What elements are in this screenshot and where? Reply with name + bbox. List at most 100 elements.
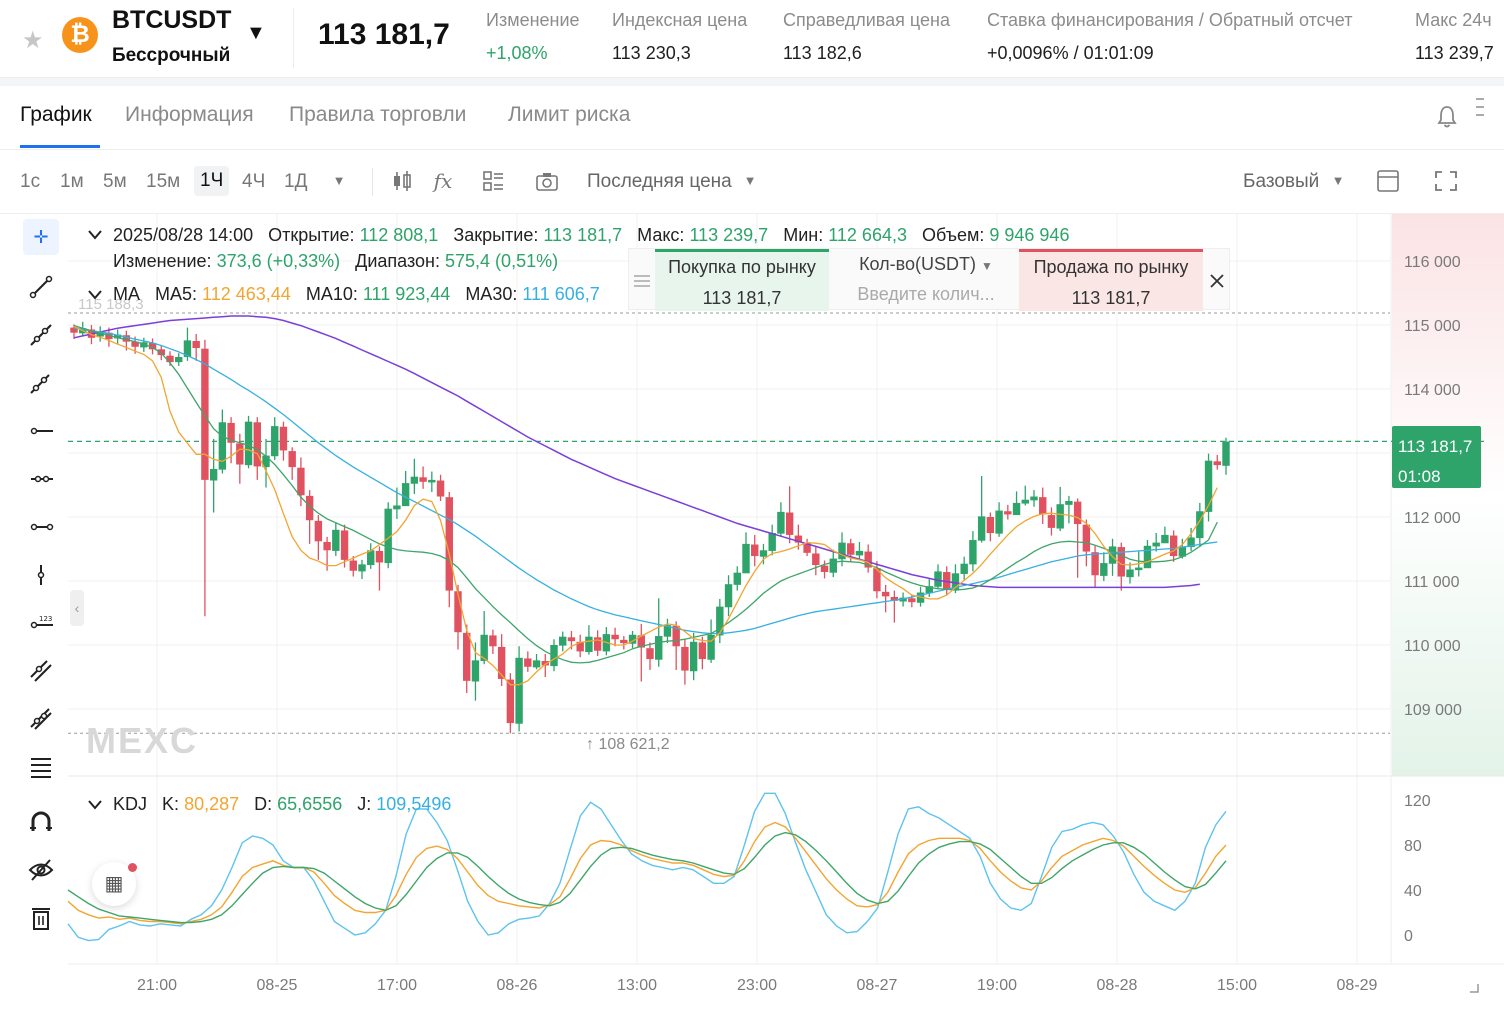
candle-body	[777, 511, 785, 534]
stat-fair-value: 113 182,6	[783, 43, 862, 63]
candle-body	[1012, 502, 1021, 516]
mexc-watermark: MEXC	[86, 720, 199, 761]
candle-body	[288, 451, 296, 468]
hide-drawings-eye-icon[interactable]	[28, 857, 54, 883]
symbol-name[interactable]: BTCUSDT	[112, 6, 232, 34]
stat-fair-label: Справедливая цена	[783, 10, 950, 30]
legend-change-value: 373,6 (+0,33%)	[216, 251, 341, 271]
trend-line-tool-icon[interactable]	[29, 275, 53, 299]
favorite-star-icon[interactable]: ★	[22, 27, 44, 54]
candle-type-icon[interactable]	[392, 169, 414, 193]
kdj-d-value: 65,6556	[277, 794, 343, 814]
timeframe-1h[interactable]: 1Ч	[194, 166, 230, 196]
pitchfork-tool-icon[interactable]	[29, 707, 53, 731]
candle-body	[227, 422, 235, 443]
time-axis-label: 23:00	[737, 977, 777, 994]
candle-body	[934, 571, 942, 587]
divider	[372, 168, 373, 196]
candle-body	[489, 635, 497, 647]
timeframe-15m[interactable]: 15м	[146, 171, 181, 192]
legend-close-value: 113 181,7	[543, 225, 623, 245]
quantity-input-placeholder[interactable]: Введите колич...	[857, 284, 995, 304]
vertical-line-tool-icon[interactable]	[29, 563, 53, 587]
tab-risk-limit[interactable]: Лимит риска	[508, 103, 631, 126]
candle-body	[401, 483, 410, 507]
time-axis-label: 08-29	[1337, 977, 1378, 994]
ma-collapse-chevron-icon[interactable]	[86, 288, 104, 302]
view-chevron-icon[interactable]: ▼	[1331, 173, 1345, 188]
legend-collapse-chevron-icon[interactable]	[86, 228, 104, 242]
trash-icon[interactable]	[30, 905, 52, 931]
legend-volume-value: 9 946 946	[989, 225, 1070, 245]
candle-body	[829, 558, 837, 573]
close-icon[interactable]	[1209, 273, 1225, 289]
candle-body	[794, 535, 803, 543]
extended-line-tool-icon[interactable]	[29, 371, 53, 395]
candle-body	[393, 505, 401, 510]
menu-handle-icon[interactable]	[1474, 96, 1486, 126]
quantity-field[interactable]: Кол-во(USDT) ▼ Введите колич...	[841, 249, 1011, 311]
magnet-icon[interactable]	[29, 809, 53, 835]
candle-body	[698, 642, 707, 660]
candle-body	[1047, 515, 1056, 528]
candle-body	[297, 467, 305, 496]
candle-body	[637, 635, 645, 648]
horizontal-ray-tool-icon[interactable]	[29, 419, 55, 443]
legend-open-value: 112 808,1	[359, 225, 439, 245]
candle-body	[1004, 511, 1012, 515]
ray-tool-icon[interactable]	[29, 323, 53, 347]
kdj-collapse-chevron-icon[interactable]	[86, 798, 104, 812]
resize-handle-icon[interactable]	[1468, 982, 1480, 994]
ma10-value: 111 923,44	[362, 284, 451, 304]
quantity-unit-select[interactable]: Кол-во(USDT) ▼	[841, 254, 1011, 275]
price-type-select[interactable]: Последняя цена	[587, 171, 732, 192]
bell-icon[interactable]	[1436, 104, 1458, 128]
timeframe-1d[interactable]: 1Д	[284, 171, 308, 192]
fibonacci-tool-icon[interactable]	[29, 755, 53, 779]
legend-close-label: Закрытие:	[453, 225, 539, 245]
timeframe-more-chevron-icon[interactable]: ▼	[332, 173, 346, 188]
candle-body	[995, 510, 1003, 534]
legend-low-label: Мин:	[783, 225, 824, 245]
fullscreen-icon[interactable]	[1434, 170, 1458, 192]
active-tab-underline	[20, 145, 100, 148]
camera-icon[interactable]	[535, 170, 559, 192]
tab-trading-rules[interactable]: Правила торговли	[289, 103, 467, 126]
bitcoin-logo-icon: ₿	[62, 17, 98, 53]
price-line-tool-icon[interactable]: 123	[29, 611, 55, 635]
candle-body	[1169, 535, 1178, 557]
candle-body	[367, 550, 375, 565]
price-axis-label: 114 000	[1404, 382, 1461, 399]
layout-window-icon[interactable]	[1376, 169, 1400, 193]
templates-icon[interactable]	[482, 170, 504, 192]
market-sell-button[interactable]: Продажа по рынку 113 181,7	[1019, 249, 1203, 311]
legend-high-value: 113 239,7	[689, 225, 769, 245]
candle-body	[1100, 563, 1108, 576]
horizontal-line-tool-icon[interactable]	[29, 467, 55, 491]
parallel-channel-tool-icon[interactable]	[29, 659, 53, 683]
price-type-chevron-icon[interactable]: ▼	[743, 173, 757, 188]
tab-chart[interactable]: График	[20, 103, 92, 126]
drag-handle-icon[interactable]	[633, 273, 651, 287]
crosshair-tool-icon[interactable]: ✛	[23, 219, 59, 255]
candle-body	[201, 348, 209, 480]
timeframe-1s[interactable]: 1с	[20, 171, 41, 192]
stat-funding-label: Ставка финансирования / Обратный отсчет	[987, 10, 1353, 30]
candle-body	[218, 422, 227, 470]
collapse-toolbar-chevron-icon[interactable]: ‹	[70, 590, 84, 626]
price-chart[interactable]: 116 000 115 000 114 000 112 000 111 000 110 0…	[0, 214, 1504, 1014]
view-select[interactable]: Базовый	[1243, 171, 1320, 192]
timeframe-1m[interactable]: 1м	[60, 171, 84, 192]
timeframe-5m[interactable]: 5м	[103, 171, 127, 192]
tab-info[interactable]: Информация	[125, 103, 254, 126]
candle-body	[323, 541, 331, 551]
segment-tool-icon[interactable]	[29, 515, 55, 539]
calendar-history-icon[interactable]: ▦	[92, 862, 136, 906]
candle-body	[1196, 511, 1204, 539]
timeframe-4h[interactable]: 4Ч	[242, 171, 266, 192]
indicators-fx-icon[interactable]: fx	[433, 169, 453, 193]
market-buy-button[interactable]: Покупка по рынку 113 181,7	[655, 249, 829, 311]
kdj-d-line	[67, 831, 1227, 924]
symbol-dropdown-chevron-icon[interactable]: ▼	[246, 22, 266, 44]
time-axis-label: 15:00	[1217, 977, 1257, 994]
